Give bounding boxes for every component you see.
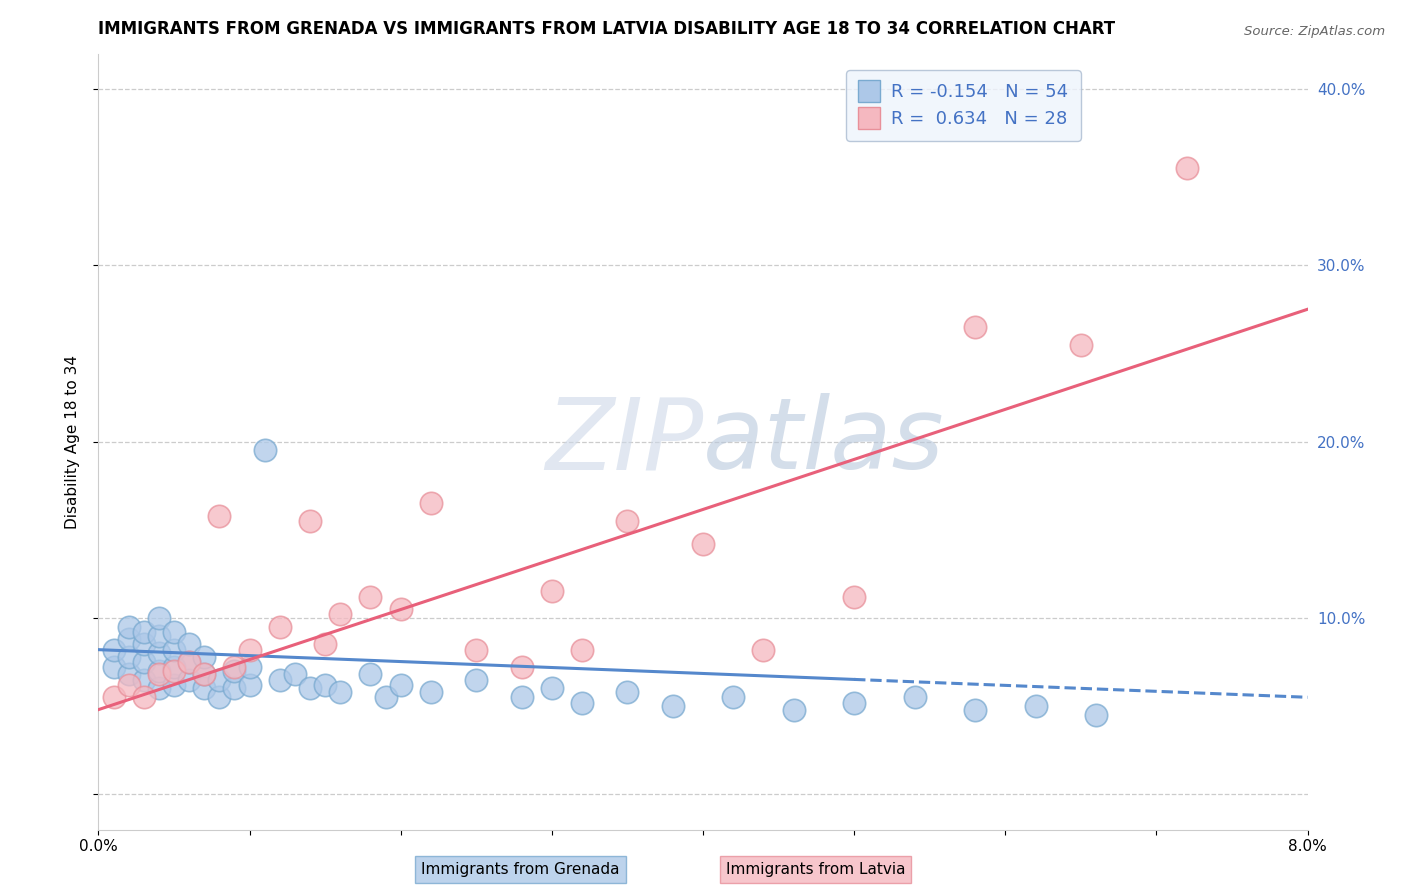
Point xyxy=(179,637,201,651)
Point xyxy=(103,690,125,705)
Point xyxy=(329,685,352,699)
Point xyxy=(1085,707,1108,722)
Point xyxy=(163,625,186,640)
Point xyxy=(465,673,488,687)
Point xyxy=(118,667,141,681)
Point xyxy=(571,696,593,710)
Point xyxy=(360,667,382,681)
Point xyxy=(904,690,927,705)
Point xyxy=(783,703,806,717)
Point xyxy=(132,673,155,687)
Point xyxy=(118,632,141,646)
Y-axis label: Disability Age 18 to 34: Disability Age 18 to 34 xyxy=(65,354,80,529)
Point xyxy=(148,628,170,642)
Point xyxy=(132,655,155,669)
Point xyxy=(299,514,322,528)
Point xyxy=(616,685,638,699)
Point xyxy=(208,690,231,705)
Point xyxy=(420,496,443,510)
Point xyxy=(179,673,201,687)
Point xyxy=(389,678,412,692)
Point xyxy=(118,620,141,634)
Point xyxy=(465,642,488,657)
Point xyxy=(540,584,562,599)
Text: Immigrants from Grenada: Immigrants from Grenada xyxy=(420,863,620,877)
Text: Immigrants from Latvia: Immigrants from Latvia xyxy=(725,863,905,877)
Point xyxy=(571,642,593,657)
Point xyxy=(208,673,231,687)
Point xyxy=(163,660,186,674)
Point xyxy=(360,590,382,604)
Point xyxy=(163,664,186,678)
Point xyxy=(148,646,170,660)
Point xyxy=(965,319,987,334)
Point xyxy=(510,660,533,674)
Point xyxy=(179,655,201,669)
Point xyxy=(148,664,170,678)
Point xyxy=(661,699,683,714)
Point xyxy=(1025,699,1047,714)
Point xyxy=(224,660,246,674)
Point xyxy=(163,678,186,692)
Point xyxy=(420,685,443,699)
Point xyxy=(540,681,562,696)
Point xyxy=(284,667,307,681)
Point xyxy=(253,443,276,458)
Point xyxy=(132,625,155,640)
Point xyxy=(193,667,215,681)
Point xyxy=(208,508,231,523)
Point xyxy=(103,660,125,674)
Text: Source: ZipAtlas.com: Source: ZipAtlas.com xyxy=(1244,25,1385,38)
Point xyxy=(239,678,262,692)
Point xyxy=(193,681,215,696)
Text: IMMIGRANTS FROM GRENADA VS IMMIGRANTS FROM LATVIA DISABILITY AGE 18 TO 34 CORREL: IMMIGRANTS FROM GRENADA VS IMMIGRANTS FR… xyxy=(98,21,1115,38)
Point xyxy=(965,703,987,717)
Point xyxy=(239,660,262,674)
Legend: R = -0.154   N = 54, R =  0.634   N = 28: R = -0.154 N = 54, R = 0.634 N = 28 xyxy=(846,70,1081,141)
Point xyxy=(224,681,246,696)
Point xyxy=(723,690,745,705)
Point xyxy=(1175,161,1198,176)
Point xyxy=(269,620,291,634)
Point xyxy=(163,642,186,657)
Point xyxy=(844,696,866,710)
Point xyxy=(224,664,246,678)
Point xyxy=(752,642,775,657)
Point xyxy=(239,642,262,657)
Point xyxy=(389,602,412,616)
Point xyxy=(692,537,714,551)
Point xyxy=(374,690,396,705)
Point xyxy=(616,514,638,528)
Point xyxy=(314,637,336,651)
Point xyxy=(299,681,322,696)
Point xyxy=(1070,337,1092,351)
Point xyxy=(132,637,155,651)
Point xyxy=(269,673,291,687)
Point xyxy=(193,667,215,681)
Point xyxy=(148,667,170,681)
Point xyxy=(148,611,170,625)
Point xyxy=(103,642,125,657)
Point xyxy=(118,649,141,664)
Point xyxy=(179,655,201,669)
Point xyxy=(132,690,155,705)
Text: ZIP: ZIP xyxy=(544,393,703,490)
Point xyxy=(329,607,352,622)
Point xyxy=(193,649,215,664)
Point xyxy=(844,590,866,604)
Point xyxy=(510,690,533,705)
Point xyxy=(148,681,170,696)
Text: atlas: atlas xyxy=(703,393,945,490)
Point xyxy=(118,678,141,692)
Point xyxy=(314,678,336,692)
